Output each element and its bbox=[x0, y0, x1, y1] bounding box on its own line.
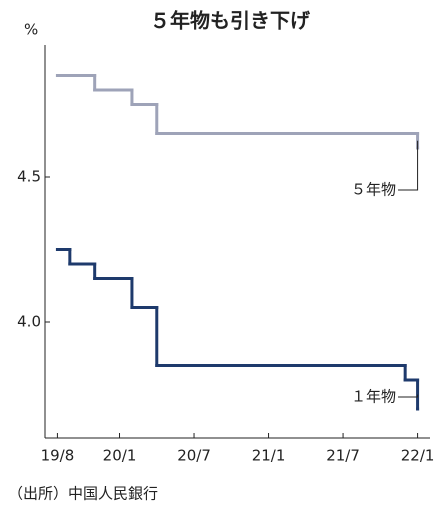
leader-line bbox=[398, 394, 419, 398]
x-tick-label: 21/1 bbox=[252, 447, 286, 465]
x-tick-label: 22/1 bbox=[401, 447, 435, 465]
leader-line bbox=[398, 140, 419, 191]
x-tick-label: 20/1 bbox=[103, 447, 137, 465]
y-tick-label: 4.0 bbox=[17, 313, 41, 331]
y-tick-label: 4.5 bbox=[17, 168, 41, 186]
x-tick-label: 21/7 bbox=[326, 447, 360, 465]
chart-title: ５年物も引き下げ bbox=[150, 9, 311, 33]
series-label: １年物 bbox=[351, 388, 396, 406]
series-label: ５年物 bbox=[351, 181, 396, 199]
x-tick-label: 20/7 bbox=[177, 447, 211, 465]
y-unit: % bbox=[24, 21, 38, 39]
source: （出所）中国人民銀行 bbox=[8, 485, 158, 503]
x-tick-label: 19/8 bbox=[41, 447, 75, 465]
